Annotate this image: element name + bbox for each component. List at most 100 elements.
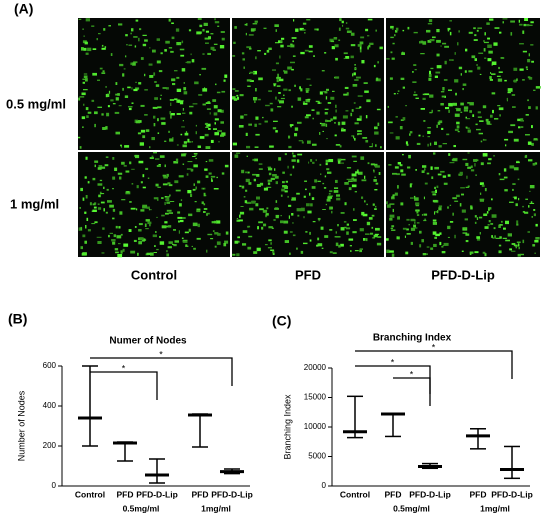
cell-speck	[125, 170, 130, 173]
cell-speck	[119, 211, 123, 215]
cell-speck	[288, 135, 291, 139]
cell-speck	[207, 101, 210, 103]
cell-speck	[300, 51, 305, 55]
cell-speck	[335, 242, 339, 247]
cell-speck	[525, 134, 530, 136]
cell-speck	[184, 132, 189, 136]
cell-speck	[101, 252, 105, 254]
cell-speck	[359, 115, 362, 119]
cell-speck	[370, 163, 375, 166]
cell-speck	[396, 236, 398, 240]
cell-speck	[312, 117, 314, 120]
cell-speck	[514, 196, 517, 200]
cell-speck	[350, 32, 355, 36]
cell-speck	[214, 18, 216, 21]
cell-speck	[89, 202, 92, 206]
cell-speck	[388, 121, 393, 124]
column-label: PFD	[295, 267, 321, 282]
cell-speck	[328, 195, 333, 197]
cell-speck	[518, 197, 520, 201]
cell-speck	[520, 118, 524, 121]
cell-speck	[181, 237, 184, 239]
cell-speck	[154, 81, 157, 83]
cell-speck	[484, 41, 489, 44]
cell-speck	[418, 134, 421, 137]
cell-speck	[241, 52, 245, 55]
cell-speck	[303, 195, 306, 198]
cell-speck	[427, 23, 433, 25]
cell-speck	[334, 236, 336, 238]
cell-speck	[166, 253, 169, 257]
cell-speck	[371, 143, 373, 147]
cell-speck	[486, 211, 489, 214]
cell-speck	[238, 219, 243, 222]
cell-speck	[341, 20, 344, 24]
cell-speck	[149, 157, 154, 159]
cell-speck	[309, 231, 311, 235]
cell-speck	[161, 225, 167, 229]
cell-speck	[452, 197, 457, 200]
cell-speck	[503, 227, 506, 230]
cell-speck	[491, 61, 497, 65]
chart-title: Branching Index	[373, 333, 452, 344]
cell-speck	[164, 201, 166, 206]
cell-speck	[346, 30, 352, 33]
cell-speck	[389, 132, 394, 134]
cell-speck	[287, 45, 291, 47]
micrograph-background	[232, 18, 384, 150]
cell-speck	[192, 103, 198, 105]
cell-speck	[291, 37, 297, 39]
y-tick-label: 15000	[304, 393, 327, 402]
cell-speck	[373, 179, 377, 182]
cell-speck	[512, 188, 514, 191]
cell-speck	[488, 208, 490, 211]
cell-speck	[130, 250, 136, 254]
cell-speck	[140, 57, 144, 60]
cell-speck	[161, 122, 166, 125]
cell-speck	[313, 55, 315, 57]
cell-speck	[422, 165, 427, 168]
cell-speck	[326, 198, 331, 202]
cell-speck	[272, 127, 277, 130]
cell-speck	[169, 201, 175, 202]
cell-speck	[281, 188, 285, 192]
cell-speck	[121, 161, 125, 165]
cell-speck	[531, 125, 533, 129]
cell-speck	[105, 211, 108, 214]
cell-speck	[138, 82, 142, 85]
cell-speck	[101, 113, 104, 116]
cell-speck	[195, 186, 197, 190]
cell-speck	[473, 159, 479, 162]
cell-speck	[533, 138, 538, 141]
cell-speck	[346, 231, 349, 235]
cell-speck	[423, 120, 426, 122]
cell-speck	[174, 98, 178, 101]
cell-speck	[98, 33, 101, 35]
cell-speck	[498, 224, 501, 228]
cell-speck	[180, 199, 183, 201]
cell-speck	[290, 61, 295, 64]
cell-speck	[233, 98, 238, 101]
cell-speck	[92, 72, 97, 76]
cell-speck	[472, 114, 475, 117]
cell-speck	[508, 130, 513, 134]
cell-speck	[353, 135, 355, 139]
cell-speck	[206, 249, 208, 253]
cell-speck	[516, 241, 521, 243]
cell-speck	[419, 244, 422, 248]
cell-speck	[414, 69, 417, 71]
cell-speck	[479, 73, 482, 75]
cell-speck	[204, 168, 208, 171]
cell-speck	[349, 245, 352, 247]
cell-speck	[125, 34, 128, 37]
cell-speck	[120, 144, 122, 147]
cell-speck	[475, 174, 477, 176]
cell-speck	[80, 246, 83, 250]
cell-speck	[179, 48, 185, 51]
cell-speck	[436, 65, 442, 69]
cell-speck	[449, 20, 452, 22]
cell-speck	[173, 161, 179, 164]
cell-speck	[438, 145, 442, 148]
cell-speck	[258, 98, 261, 101]
cell-speck	[208, 159, 214, 162]
